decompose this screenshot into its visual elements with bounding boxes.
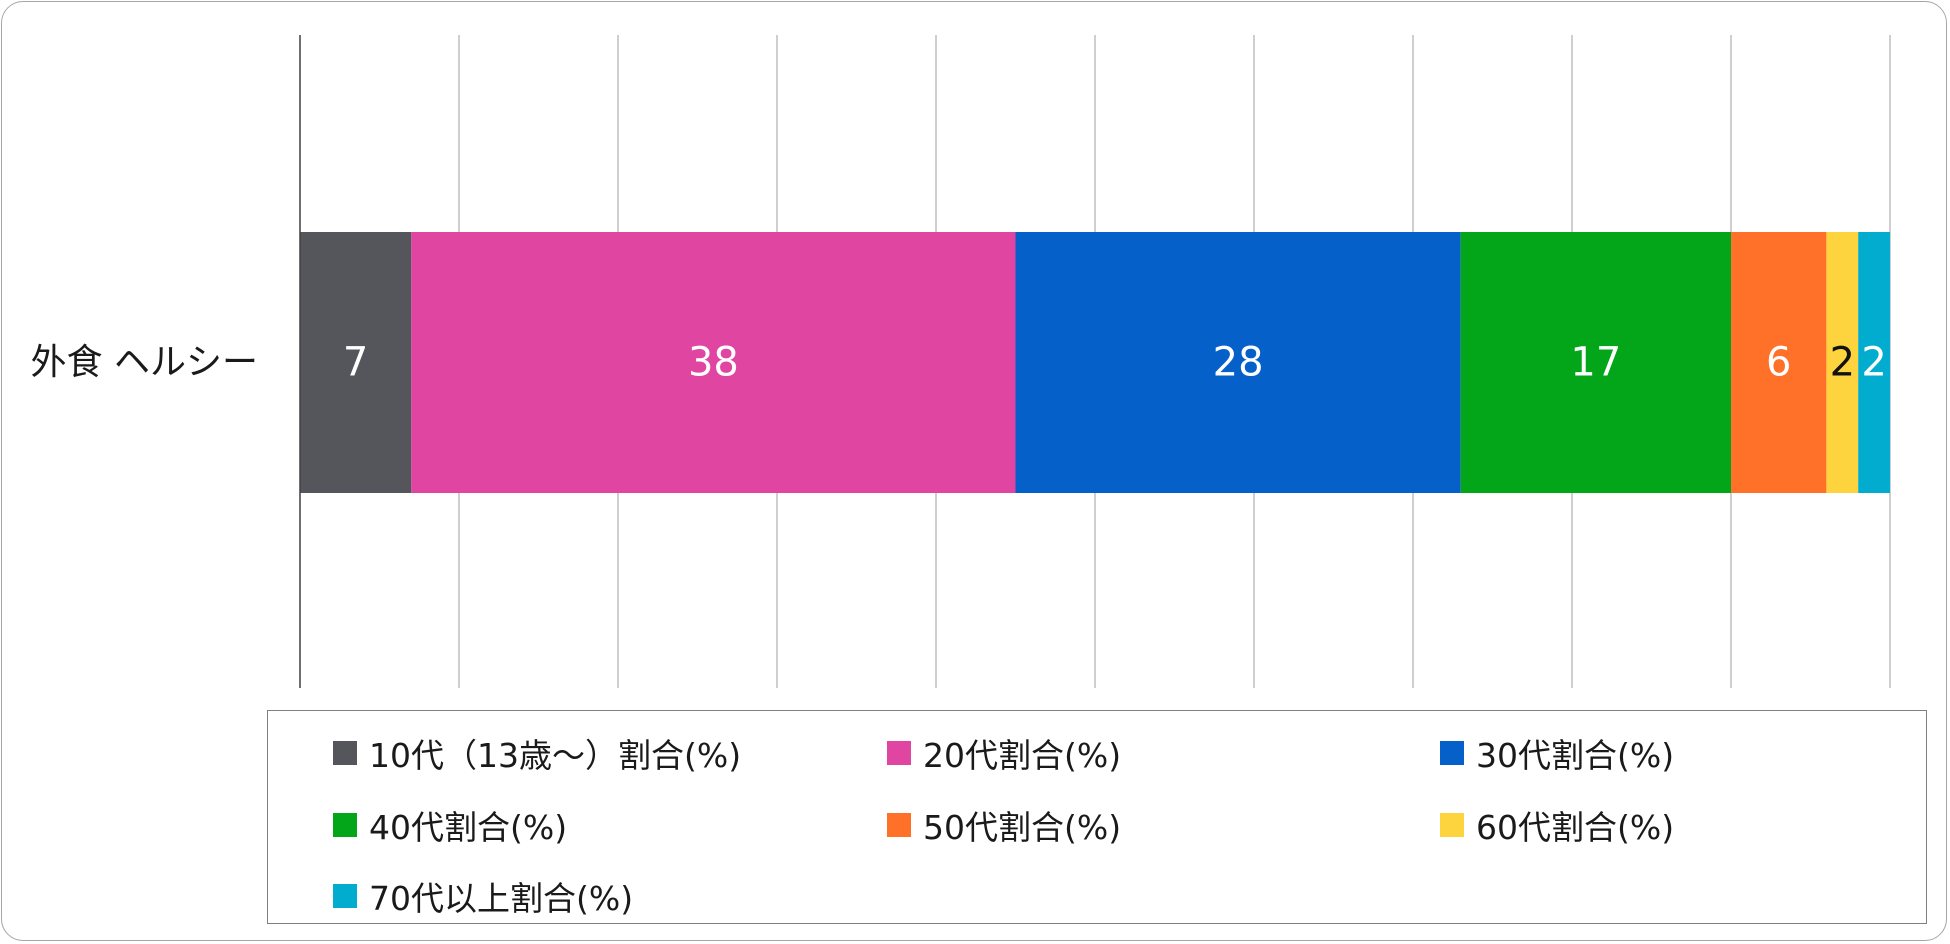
legend-item-7: 70代以上割合(%) bbox=[333, 874, 633, 918]
bar-segment-2 bbox=[411, 232, 1016, 493]
legend-label: 60代割合(%) bbox=[1476, 808, 1675, 847]
legend-swatch bbox=[1440, 741, 1464, 765]
legend-label: 30代割合(%) bbox=[1476, 736, 1675, 775]
bar-segment-1 bbox=[300, 232, 412, 493]
legend-label: 20代割合(%) bbox=[923, 736, 1122, 775]
legend-swatch bbox=[333, 813, 357, 837]
bar-segment-6 bbox=[1826, 232, 1859, 493]
data-label-7: 2 bbox=[1861, 340, 1886, 386]
legend-swatch bbox=[333, 741, 357, 765]
legend-item-5: 50代割合(%) bbox=[887, 803, 1121, 847]
data-label-1: 7 bbox=[343, 340, 368, 386]
data-label-6: 2 bbox=[1830, 340, 1855, 386]
bar-segments bbox=[300, 232, 1890, 493]
legend-swatch bbox=[333, 884, 357, 908]
legend-item-6: 60代割合(%) bbox=[1440, 803, 1674, 847]
category-labels: 外食 ヘルシー bbox=[31, 342, 258, 383]
data-label-5: 6 bbox=[1766, 340, 1791, 386]
legend-label: 10代（13歳～）割合(%) bbox=[369, 736, 742, 775]
data-label-3: 28 bbox=[1213, 340, 1264, 386]
data-label-4: 17 bbox=[1570, 340, 1621, 386]
bar-segment-7 bbox=[1858, 232, 1890, 493]
legend-item-1: 10代（13歳～）割合(%) bbox=[333, 731, 741, 775]
legend-swatch bbox=[887, 813, 911, 837]
bar-segment-4 bbox=[1460, 232, 1731, 493]
data-labels: 7 38 28 17 6 2 2 bbox=[343, 340, 1887, 386]
data-label-2: 38 bbox=[688, 340, 739, 386]
legend-label: 70代以上割合(%) bbox=[369, 879, 634, 918]
legend: 10代（13歳～）割合(%) 20代割合(%) 30代割合(%) 40代割合(%) 50… bbox=[267, 710, 1927, 924]
legend-swatch bbox=[887, 741, 911, 765]
legend-label: 50代割合(%) bbox=[923, 808, 1122, 847]
bar-segment-3 bbox=[1015, 232, 1461, 493]
legend-item-3: 30代割合(%) bbox=[1440, 731, 1674, 775]
legend-item-2: 20代割合(%) bbox=[887, 731, 1121, 775]
category-label: 外食 ヘルシー bbox=[31, 342, 258, 383]
bar-segment-5 bbox=[1731, 232, 1827, 493]
legend-label: 40代割合(%) bbox=[369, 808, 568, 847]
legend-item-4: 40代割合(%) bbox=[333, 803, 567, 847]
legend-swatch bbox=[1440, 813, 1464, 837]
